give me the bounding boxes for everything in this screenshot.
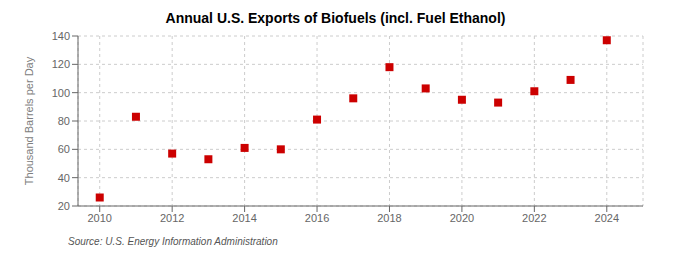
html-text:Annual U.S. Exports of Biofuel: Annual U.S. Exports of Biofuels (incl. F… — [165, 10, 506, 26]
svg-text:120: 120 — [52, 58, 70, 70]
svg-text:40: 40 — [58, 172, 70, 184]
svg-text:2010: 2010 — [87, 212, 111, 224]
svg-text:20: 20 — [58, 200, 70, 212]
svg-text:2024: 2024 — [595, 212, 619, 224]
svg-text:140: 140 — [52, 30, 70, 42]
svg-text:2016: 2016 — [305, 212, 329, 224]
svg-text:80: 80 — [58, 115, 70, 127]
svg-text:2018: 2018 — [377, 212, 401, 224]
svg-text:2012: 2012 — [160, 212, 184, 224]
svg-text:2022: 2022 — [522, 212, 546, 224]
html-text:Source: U.S. Energy Informatio: Source: U.S. Energy Information Administ… — [68, 236, 278, 247]
svg-text:100: 100 — [52, 87, 70, 99]
svg-text:2020: 2020 — [450, 212, 474, 224]
svg-text:2014: 2014 — [232, 212, 256, 224]
svg-text:60: 60 — [58, 143, 70, 155]
svg-text:Thousand Barrels per Day: Thousand Barrels per Day — [23, 56, 35, 185]
